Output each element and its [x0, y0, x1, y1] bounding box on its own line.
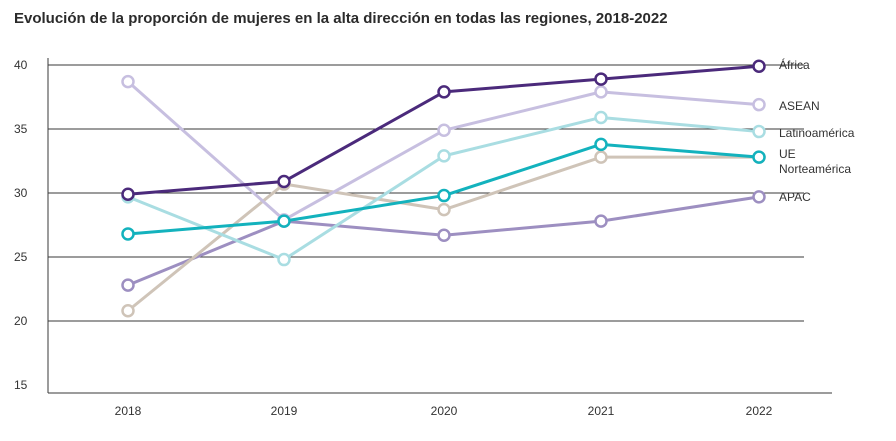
data-point-asean-2021: [594, 85, 608, 99]
data-point-apac-2018: [121, 278, 135, 292]
data-point-ue-2019: [277, 214, 291, 228]
y-tick-labels: 15 20 25 30 35 40: [14, 58, 28, 392]
legend-label: África: [779, 57, 810, 72]
y-tick-label: 25: [14, 250, 28, 264]
series-africa: [121, 59, 766, 202]
data-point-asean-2018: [121, 74, 135, 89]
y-tick-label: 40: [14, 58, 28, 72]
data-point-latinoamerica-2020: [437, 149, 451, 163]
legend-label: UE: [779, 147, 796, 161]
data-point-asean-2022: [752, 97, 766, 112]
x-tick-labels: 2018 2019 2020 2021 2022: [115, 404, 773, 418]
legend-label: ASEAN: [779, 99, 820, 113]
data-point-norteamerica-2020: [437, 202, 451, 217]
y-tick-label: 15: [14, 378, 28, 392]
series-ue: [121, 137, 766, 241]
data-point-africa-2018: [121, 187, 135, 202]
data-point-ue-2022: [752, 150, 766, 164]
axes: [47, 58, 832, 394]
data-point-norteamerica-2018: [121, 304, 135, 318]
x-tick-label-2020: 2020: [431, 404, 458, 418]
data-point-latinoamerica-2022: [752, 124, 766, 139]
data-point-africa-2019: [277, 174, 291, 189]
data-point-africa-2022: [752, 59, 766, 74]
x-tick-label-2021: 2021: [588, 404, 615, 418]
data-point-africa-2020: [437, 85, 451, 99]
data-point-norteamerica-2021: [594, 150, 608, 164]
legend-label: Latinoamérica: [779, 126, 855, 140]
chart-title: Evolución de la proporción de mujeres en…: [14, 10, 668, 27]
legend-label: APAC: [779, 190, 811, 204]
legend-label: Norteamérica: [779, 162, 851, 176]
data-point-apac-2022: [752, 190, 766, 204]
x-tick-label-2022: 2022: [746, 404, 773, 418]
data-point-asean-2020: [437, 123, 451, 138]
data-point-apac-2020: [437, 228, 451, 242]
data-point-ue-2018: [121, 227, 135, 241]
data-point-latinoamerica-2019: [277, 252, 291, 267]
x-tick-label-2019: 2019: [271, 404, 298, 418]
y-tick-label: 30: [14, 186, 28, 200]
data-point-ue-2021: [594, 137, 608, 152]
gridlines: [48, 64, 804, 322]
data-point-latinoamerica-2021: [594, 110, 608, 125]
data-point-apac-2021: [594, 214, 608, 228]
series-lines: [121, 59, 766, 318]
data-point-ue-2020: [437, 188, 451, 203]
x-tick-label-2018: 2018: [115, 404, 142, 418]
y-tick-label: 35: [14, 122, 28, 136]
y-tick-label: 20: [14, 314, 28, 328]
data-point-africa-2021: [594, 72, 608, 86]
